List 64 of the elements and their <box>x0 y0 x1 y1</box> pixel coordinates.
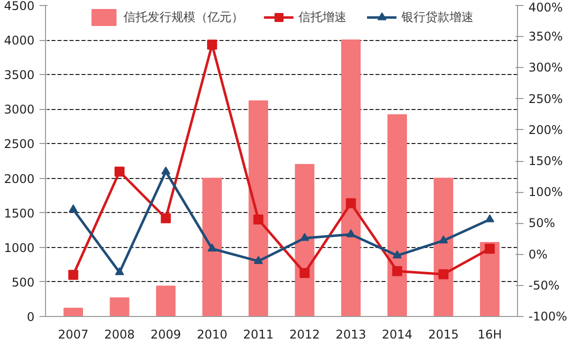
x-tick-label: 2008 <box>104 328 135 342</box>
y2-tick-label: -50% <box>528 278 560 292</box>
y2-tick-label: 100% <box>528 185 563 200</box>
point <box>161 166 170 174</box>
point <box>253 214 264 224</box>
y2-tick-label: 400% <box>528 0 563 14</box>
y2-tick-label: 250% <box>528 92 563 106</box>
point <box>438 269 448 280</box>
x-tick-label: 2009 <box>150 328 182 342</box>
x-tick-label: 2010 <box>196 328 228 342</box>
legend-label: 银行贷款增速 <box>402 8 474 26</box>
point <box>392 266 402 276</box>
point <box>346 229 356 238</box>
bar <box>64 308 84 316</box>
x-tick-label: 2007 <box>58 328 89 342</box>
point <box>160 213 171 224</box>
point <box>485 214 494 222</box>
y2-tick-label: 350% <box>528 30 563 44</box>
point <box>68 270 78 280</box>
x-tick-label: 2015 <box>428 328 459 342</box>
bar <box>202 178 222 316</box>
y-tick-label: 0 <box>26 310 35 324</box>
bar <box>341 40 361 316</box>
y-tick-label: 1500 <box>4 206 35 220</box>
y2-tick-label: 0% <box>528 247 548 262</box>
point <box>114 166 125 177</box>
legend-label: 信托增速 <box>298 8 346 26</box>
bar <box>294 164 314 316</box>
y-tick-label: 4500 <box>4 0 35 13</box>
point <box>115 267 124 276</box>
y2-tick-label: 50% <box>528 216 556 230</box>
y-tick-label: 500 <box>12 275 34 290</box>
y2-tick-label: 150% <box>528 154 563 168</box>
y-tick-label: 3000 <box>4 102 35 117</box>
point <box>300 233 310 241</box>
x-tick-label: 2011 <box>243 328 274 342</box>
y-tick-label: 1000 <box>4 240 35 255</box>
x-tick-label: 2014 <box>382 328 412 342</box>
y-tick-label: 2500 <box>4 137 35 152</box>
x-tick-label: 2013 <box>336 328 366 342</box>
bar <box>110 297 130 316</box>
y-tick-label: 2000 <box>4 172 35 186</box>
bar <box>156 286 176 316</box>
point <box>392 250 402 258</box>
y2-tick-label: -100% <box>528 310 568 324</box>
bar <box>480 242 500 316</box>
point <box>207 40 218 50</box>
point <box>438 235 448 244</box>
y-tick-label: 3500 <box>4 68 35 82</box>
point <box>254 256 263 264</box>
bar <box>387 114 407 316</box>
point <box>484 244 495 254</box>
y-tick-label: 4000 <box>4 34 35 48</box>
point <box>300 268 310 278</box>
bar <box>434 178 454 316</box>
bar <box>248 100 268 316</box>
legend-label: 信托发行规模（亿元） <box>124 8 244 26</box>
point <box>68 204 78 212</box>
point <box>346 198 356 208</box>
x-tick-label: 2012 <box>289 328 320 342</box>
y2-tick-label: 200% <box>528 122 563 137</box>
x-tick-label: 16H <box>478 328 502 342</box>
y2-tick-label: 300% <box>528 60 563 75</box>
point <box>208 244 217 252</box>
